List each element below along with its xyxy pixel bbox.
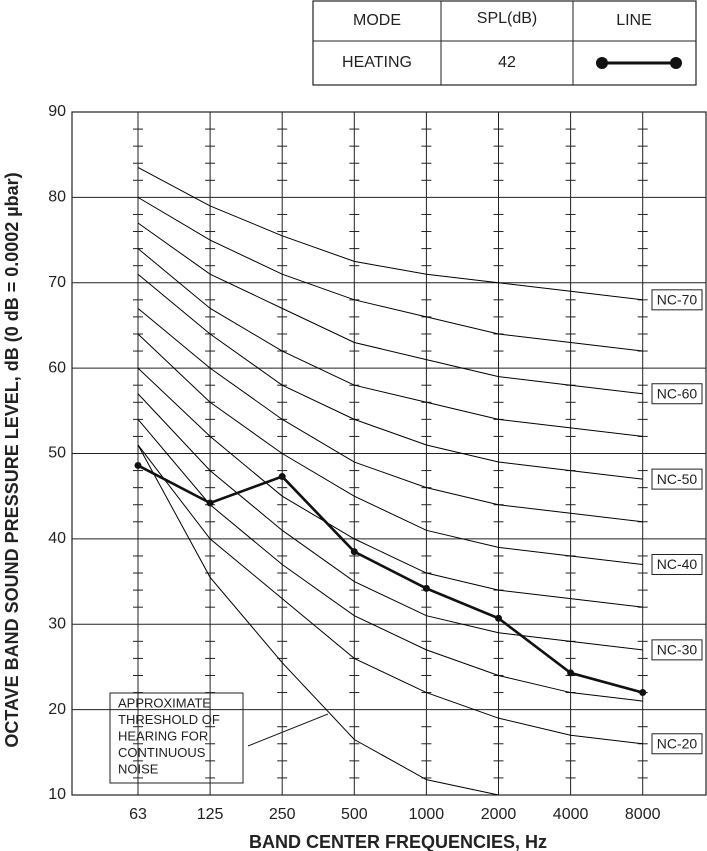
data-point (567, 669, 575, 677)
curve-label: NC-50 (657, 471, 698, 487)
x-tick-label: 125 (197, 806, 224, 823)
y-tick-label: 90 (48, 103, 66, 120)
table-header: LINE (616, 12, 652, 29)
annotation-box (109, 692, 244, 784)
nc-curve (137, 367, 643, 608)
y-tick-label: 80 (48, 189, 66, 206)
x-tick-label: 63 (129, 806, 147, 823)
curve-label-box (651, 383, 703, 405)
data-point (495, 614, 502, 622)
annotation-text: APPROXIMATE (118, 695, 211, 710)
data-point (639, 689, 647, 697)
x-tick-label: 2000 (481, 806, 517, 823)
annotation-text: NOISE (118, 761, 159, 776)
nc-curve (137, 273, 643, 480)
y-tick-label: 30 (48, 615, 66, 632)
data-point (422, 584, 430, 592)
x-tick-label: 4000 (553, 806, 589, 823)
legend-spl: 42 (498, 54, 516, 71)
nc-curve (137, 196, 643, 352)
annotation-leader (247, 713, 329, 747)
data-point (134, 461, 142, 469)
y-tick-label: 50 (48, 445, 66, 462)
plot-frame (71, 111, 707, 796)
curve-label-box (651, 553, 703, 575)
data-point (278, 473, 286, 481)
y-tick-label: 40 (48, 530, 66, 547)
nc-curve (137, 444, 499, 796)
annotation-text: CONTINUOUS (118, 745, 206, 760)
nc-curve (137, 444, 643, 745)
x-tick-label: 250 (269, 806, 296, 823)
curve-label-box (651, 733, 703, 755)
x-tick-label: 500 (341, 806, 368, 823)
data-point (350, 548, 358, 556)
nc-curve (137, 222, 643, 395)
curve-label-box (651, 289, 703, 311)
y-tick-label: 60 (48, 359, 66, 376)
y-tick-label: 10 (48, 786, 66, 803)
y-tick-label: 20 (48, 701, 66, 718)
plot: NC-20 NC-30 NC-40 NC-50 NC-60 NC-70 (71, 111, 707, 796)
x-tick-label: 8000 (625, 806, 661, 823)
annotation-text: HEARING FOR (118, 728, 208, 743)
x-axis-label: BAND CENTER FREQUENCIES, Hz (249, 832, 547, 851)
curve-label: NC-40 (657, 556, 698, 572)
legend-mode: HEATING (342, 54, 412, 71)
y-axis-label: OCTAVE BAND SOUND PRESSURE LEVEL, dB (0 … (2, 172, 22, 747)
curve-label-box (651, 468, 703, 490)
x-tick-label: 1000 (409, 806, 445, 823)
nc-curve (137, 393, 643, 651)
table-header: MODE (353, 12, 401, 29)
curve-label: NC-30 (657, 642, 698, 658)
curve-label: NC-60 (657, 385, 698, 401)
data-point (206, 499, 214, 507)
legend-table (312, 0, 697, 86)
curve-label: NC-70 (657, 292, 698, 308)
nc-curve (137, 248, 643, 437)
legend-marker (670, 57, 682, 69)
nc-curve (137, 419, 643, 702)
annotation-text: THRESHOLD OF (118, 712, 220, 727)
legend-marker (596, 57, 608, 69)
nc-curve (137, 307, 643, 523)
curve-label: NC-20 (657, 735, 698, 751)
curve-label-box (651, 639, 703, 661)
data-line (137, 464, 644, 694)
table-header: SPL(dB) (477, 10, 537, 27)
nc-curve (137, 167, 643, 301)
nc-curve (137, 333, 643, 565)
y-tick-label: 70 (48, 274, 66, 291)
